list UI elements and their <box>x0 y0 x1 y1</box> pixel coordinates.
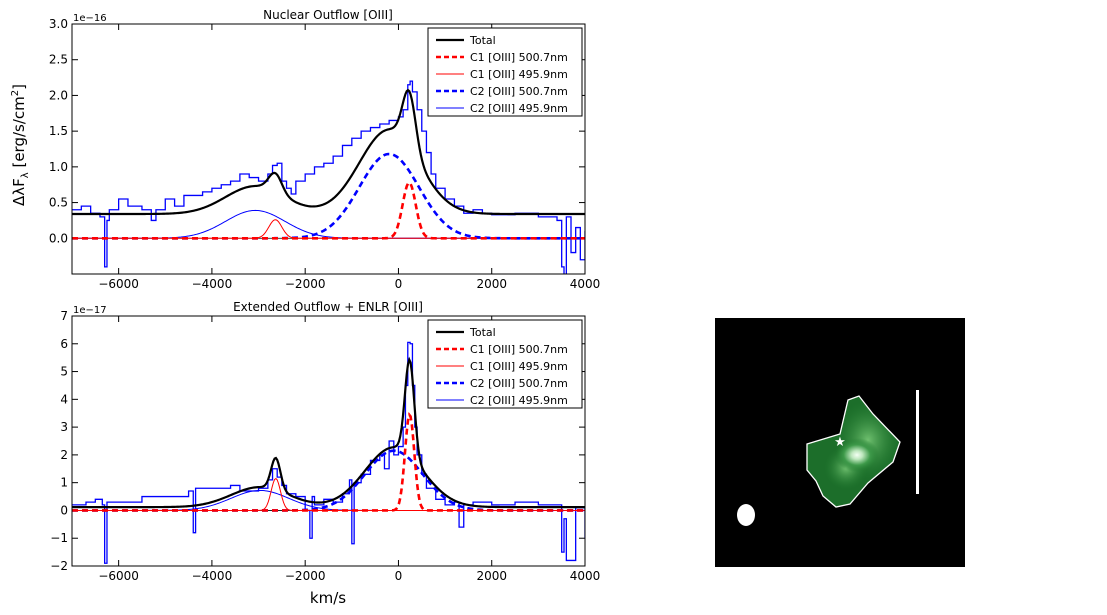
legend-label: C1 [OIII] 500.7nm <box>470 343 568 356</box>
y-tick-label: 3.0 <box>49 17 68 31</box>
x-tick-label: −6000 <box>98 569 139 583</box>
component-line-1 <box>72 477 585 511</box>
legend-box <box>427 27 583 117</box>
extended-outflow-panel: Extended Outflow + ENLR [OIII] 1e−17 −60… <box>50 300 600 583</box>
nucleus-star-icon: ★ <box>834 435 846 450</box>
component-line-0 <box>72 411 585 512</box>
y-tick-label: 4 <box>60 392 68 406</box>
total-model-line <box>72 88 585 216</box>
panel-title: Nuclear Outflow [OIII] <box>263 8 393 22</box>
total-model-line <box>72 356 585 509</box>
y-tick-label: 1.0 <box>49 160 68 174</box>
beam-ellipse <box>737 504 755 526</box>
y-scale-label: 1e−16 <box>73 13 107 24</box>
x-tick-label: −4000 <box>192 277 233 291</box>
panel-title: Extended Outflow + ENLR [OIII] <box>233 300 423 314</box>
y-tick-label: 1.5 <box>49 124 68 138</box>
legend-label: C2 [OIII] 500.7nm <box>470 377 568 390</box>
plot-frame <box>71 315 586 567</box>
plot-series <box>72 341 585 564</box>
legend-label: C2 [OIII] 495.9nm <box>470 394 568 407</box>
y-tick-label: 2.0 <box>49 88 68 102</box>
legend-label: C1 [OIII] 495.9nm <box>470 360 568 373</box>
y-tick-label: 0 <box>60 503 68 517</box>
nuclear-outflow-panel: Nuclear Outflow [OIII] 1e−16 −6000 −4000−… <box>49 8 600 291</box>
y-tick-label: 6 <box>60 337 68 351</box>
legend-label: C2 [OIII] 500.7nm <box>470 85 568 98</box>
legend: Total C1 [OIII] 500.7nm C1 [OIII] 495.9nm C… <box>427 319 583 409</box>
x-axis-label: km/s <box>310 589 346 607</box>
axis-ticks: −6000 −4000 −2000 0 2000 4000 0.0 0.5 1.0 1.5 2.0 2… <box>49 17 600 291</box>
component-line-2 <box>72 152 585 240</box>
x-tick-label: 0 <box>395 277 403 291</box>
y-tick-label: −1 <box>50 531 68 545</box>
x-tick-label: 0 <box>395 569 403 583</box>
legend-label: C2 [OIII] 495.9nm <box>470 102 568 115</box>
x-tick-label: 4000 <box>570 277 601 291</box>
y-tick-label: 2.5 <box>49 53 68 67</box>
x-tick-label: 4000 <box>570 569 601 583</box>
legend-label: Total <box>469 34 496 47</box>
legend-label: C1 [OIII] 500.7nm <box>470 51 568 64</box>
x-tick-label: −2000 <box>285 277 326 291</box>
component-line-0 <box>72 180 585 240</box>
x-tick-label: −2000 <box>285 569 326 583</box>
y-tick-label: 7 <box>60 309 68 323</box>
legend: Total C1 [OIII] 500.7nm C1 [OIII] 495.9nm C… <box>427 27 583 117</box>
x-tick-label: −6000 <box>98 277 139 291</box>
legend-label: C1 [OIII] 495.9nm <box>470 68 568 81</box>
y-tick-label: 0.0 <box>49 231 68 245</box>
x-tick-label: 2000 <box>476 569 507 583</box>
y-tick-label: 3 <box>60 420 68 434</box>
y-tick-label: −2 <box>50 559 68 573</box>
x-tick-label: −4000 <box>192 569 233 583</box>
scale-bar <box>916 390 919 494</box>
axis-ticks: −6000 −4000 −2000 0 2000 4000 −2 −1 0 1 2 3 4 5 6 7 <box>50 309 600 583</box>
y-tick-label: 2 <box>60 448 68 462</box>
legend-label: Total <box>469 326 496 339</box>
component-line-1 <box>72 219 585 239</box>
y-axis-label: ΔλFλ [erg/s/cm2] <box>10 84 31 206</box>
y-tick-label: 0.5 <box>49 196 68 210</box>
oiii-map-image: ★ <box>715 318 965 567</box>
legend-box <box>427 319 583 409</box>
y-tick-label: 5 <box>60 365 68 379</box>
x-tick-label: 2000 <box>476 277 507 291</box>
y-tick-label: 1 <box>60 476 68 490</box>
plot-series <box>72 80 585 274</box>
observed-spectrum-line <box>72 341 585 564</box>
plot-frame <box>71 23 586 275</box>
y-scale-label: 1e−17 <box>73 305 107 316</box>
emission-contour <box>806 395 901 508</box>
